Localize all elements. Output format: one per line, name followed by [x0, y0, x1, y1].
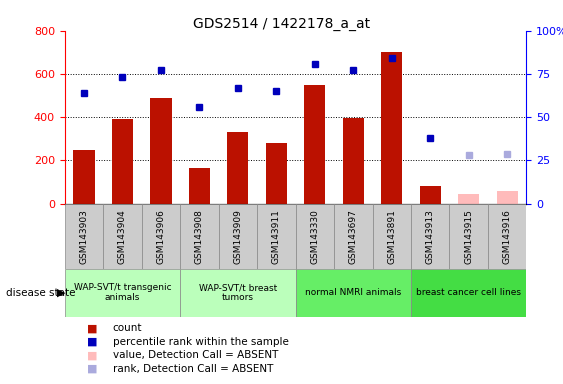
Bar: [218, 204, 257, 269]
Bar: [65, 204, 103, 269]
Text: ■: ■: [87, 337, 98, 347]
Text: GSM143911: GSM143911: [272, 209, 281, 263]
Text: rank, Detection Call = ABSENT: rank, Detection Call = ABSENT: [113, 364, 273, 374]
Text: ■: ■: [87, 323, 98, 333]
Text: value, Detection Call = ABSENT: value, Detection Call = ABSENT: [113, 350, 278, 360]
Text: GSM143891: GSM143891: [387, 209, 396, 263]
Text: disease state: disease state: [6, 288, 75, 298]
Text: GSM143916: GSM143916: [503, 209, 512, 263]
Text: GSM143908: GSM143908: [195, 209, 204, 263]
Text: GDS2514 / 1422178_a_at: GDS2514 / 1422178_a_at: [193, 17, 370, 31]
Bar: [227, 132, 248, 204]
Text: ■: ■: [87, 350, 98, 360]
Bar: [189, 168, 210, 204]
Bar: [65, 269, 180, 317]
Bar: [411, 269, 526, 317]
Bar: [373, 204, 411, 269]
Text: percentile rank within the sample: percentile rank within the sample: [113, 337, 288, 347]
Bar: [150, 98, 172, 204]
Bar: [304, 85, 325, 204]
Text: WAP-SVT/t breast
tumors: WAP-SVT/t breast tumors: [199, 283, 277, 303]
Bar: [266, 144, 287, 204]
Text: GSM143903: GSM143903: [79, 209, 88, 263]
Text: GSM143697: GSM143697: [349, 209, 358, 263]
Bar: [180, 269, 296, 317]
Text: GSM143906: GSM143906: [157, 209, 166, 263]
Text: GSM143330: GSM143330: [310, 209, 319, 263]
Bar: [334, 204, 373, 269]
Bar: [142, 204, 180, 269]
Bar: [112, 119, 133, 204]
Bar: [343, 118, 364, 204]
Text: ▶: ▶: [56, 288, 65, 298]
Bar: [411, 204, 449, 269]
Text: count: count: [113, 323, 142, 333]
Bar: [381, 52, 403, 204]
Bar: [458, 194, 479, 204]
Bar: [449, 204, 488, 269]
Bar: [497, 190, 518, 204]
Text: GSM143915: GSM143915: [464, 209, 473, 263]
Text: ■: ■: [87, 364, 98, 374]
Bar: [296, 204, 334, 269]
Bar: [180, 204, 218, 269]
Text: WAP-SVT/t transgenic
animals: WAP-SVT/t transgenic animals: [74, 283, 171, 303]
Text: normal NMRI animals: normal NMRI animals: [305, 288, 401, 297]
Bar: [419, 186, 441, 204]
Text: GSM143904: GSM143904: [118, 209, 127, 263]
Bar: [73, 149, 95, 204]
Bar: [103, 204, 142, 269]
Text: breast cancer cell lines: breast cancer cell lines: [416, 288, 521, 297]
Bar: [488, 204, 526, 269]
Text: GSM143913: GSM143913: [426, 209, 435, 263]
Bar: [296, 269, 411, 317]
Bar: [257, 204, 296, 269]
Text: GSM143909: GSM143909: [234, 209, 242, 263]
